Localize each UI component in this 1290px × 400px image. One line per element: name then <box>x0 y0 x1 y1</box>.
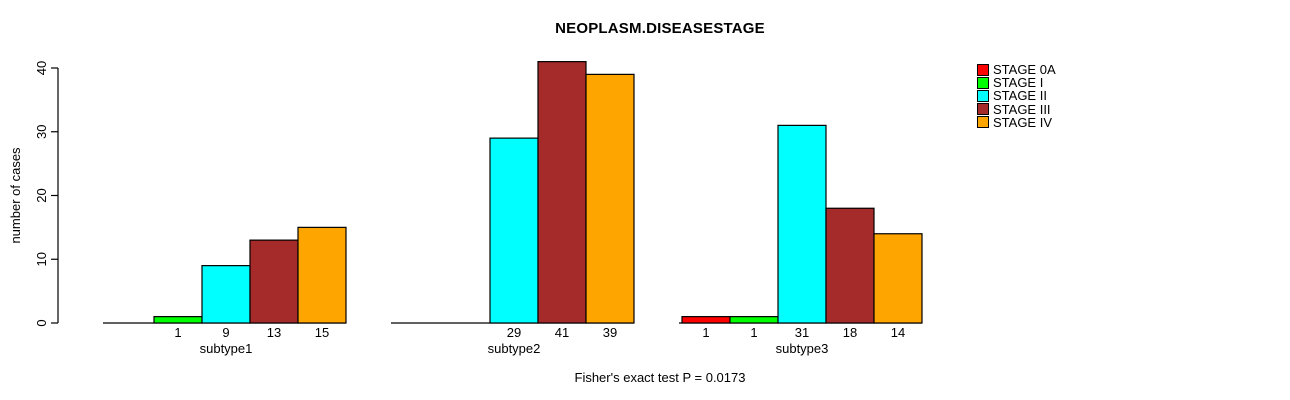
legend-swatch-icon <box>977 103 989 116</box>
bar-stage-i-subtype1 <box>153 316 203 324</box>
y-tick-label: 30 <box>34 125 49 139</box>
y-axis-label: number of cases <box>8 147 23 244</box>
fisher-test-annotation: Fisher's exact test P = 0.0173 <box>574 370 746 385</box>
legend-label: STAGE III <box>993 101 1051 117</box>
legend-item: STAGE III <box>977 101 1056 117</box>
bar-value-label: 1 <box>702 325 709 340</box>
bar-value-label: 13 <box>267 325 281 340</box>
bar-value-label: 39 <box>603 325 617 340</box>
bar-value-label: 31 <box>795 325 809 340</box>
bar-stage-iv-subtype2 <box>585 73 635 324</box>
bar-value-label: 18 <box>843 325 857 340</box>
y-tick-label: 0 <box>34 319 49 326</box>
legend-label: STAGE 0A <box>993 62 1056 78</box>
bar-value-label: 9 <box>222 325 229 340</box>
bar-stage-0a-subtype3 <box>681 316 731 324</box>
bar-value-label: 41 <box>555 325 569 340</box>
y-tick-label: 40 <box>34 61 49 75</box>
legend-item: STAGE IV <box>977 114 1056 130</box>
category-label-subtype1: subtype1 <box>200 341 253 356</box>
bar-stage-iii-subtype2 <box>537 61 587 324</box>
legend-item: STAGE 0A <box>977 62 1056 78</box>
bar-stage-ii-subtype2 <box>489 137 539 324</box>
legend-swatch-icon <box>977 63 989 76</box>
bar-stage-ii-subtype1 <box>201 265 251 324</box>
y-tick-label: 20 <box>34 188 49 202</box>
legend-label: STAGE I <box>993 75 1044 91</box>
legend-item: STAGE II <box>977 88 1056 104</box>
bar-stage-ii-subtype3 <box>777 124 827 324</box>
legend-label: STAGE IV <box>993 114 1052 130</box>
bar-value-label: 14 <box>891 325 905 340</box>
legend-item: STAGE I <box>977 75 1056 91</box>
legend-label: STAGE II <box>993 88 1047 104</box>
bar-value-label: 29 <box>507 325 521 340</box>
bar-stage-iv-subtype1 <box>297 226 347 324</box>
legend-swatch-icon <box>977 76 989 89</box>
category-label-subtype3: subtype3 <box>776 341 829 356</box>
legend-swatch-icon <box>977 116 989 129</box>
y-tick-label: 10 <box>34 252 49 266</box>
bar-stage-i-subtype3 <box>729 316 779 324</box>
bar-value-label: 1 <box>750 325 757 340</box>
bar-value-label: 1 <box>174 325 181 340</box>
legend-swatch-icon <box>977 89 989 102</box>
chart-title: NEOPLASM.DISEASESTAGE <box>555 20 765 37</box>
bar-stage-iv-subtype3 <box>873 233 923 324</box>
bar-value-label: 15 <box>315 325 329 340</box>
bar-stage-iii-subtype1 <box>249 239 299 324</box>
legend: STAGE 0A STAGE I STAGE II STAGE III STAGE IV <box>977 62 1056 130</box>
category-label-subtype2: subtype2 <box>488 341 541 356</box>
bar-stage-iii-subtype3 <box>825 207 875 324</box>
